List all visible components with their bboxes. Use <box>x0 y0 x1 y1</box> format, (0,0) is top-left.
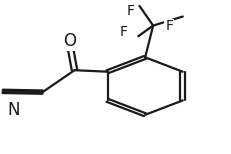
Text: F: F <box>119 25 128 39</box>
Text: O: O <box>63 32 76 50</box>
Text: F: F <box>126 4 134 18</box>
Text: N: N <box>8 101 20 119</box>
Text: F: F <box>165 19 173 33</box>
